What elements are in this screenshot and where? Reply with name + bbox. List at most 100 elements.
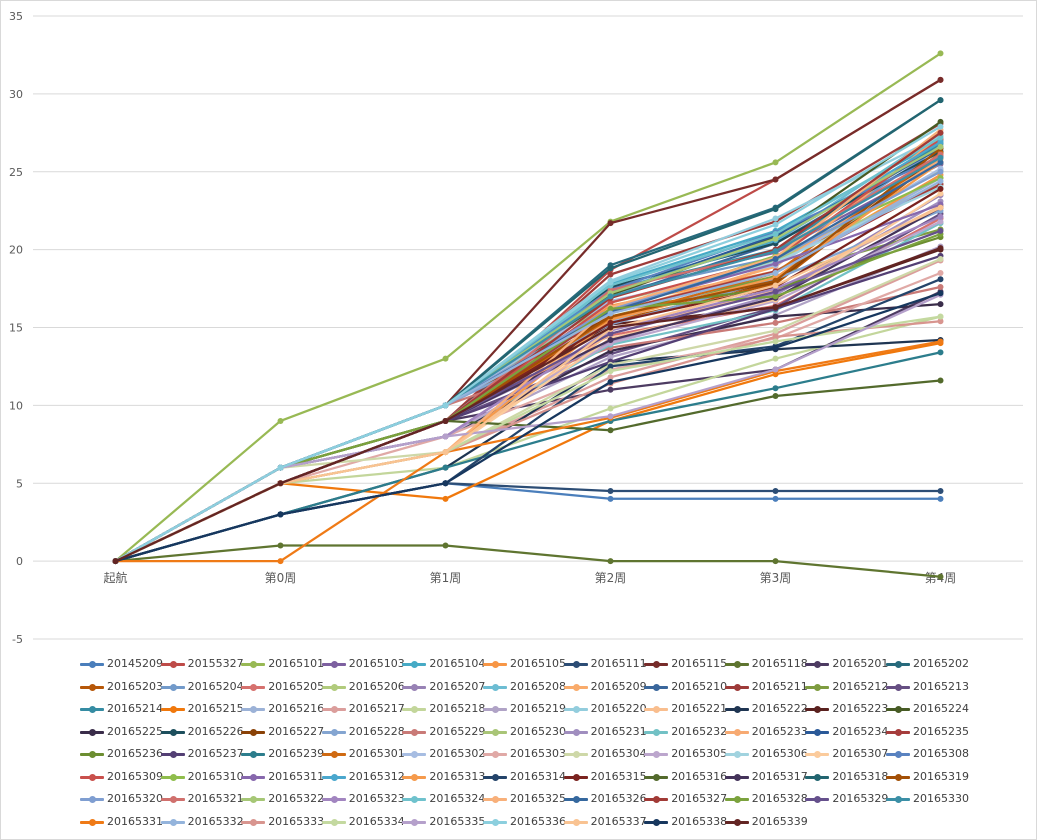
legend-swatch xyxy=(240,679,266,695)
legend-label: 20165211 xyxy=(751,679,808,693)
data-point xyxy=(607,310,614,317)
x-tick-label: 第0周 xyxy=(265,571,297,585)
legend-item: 20165208 xyxy=(482,679,566,695)
legend-label: 20165318 xyxy=(832,769,889,783)
legend-label: 20165212 xyxy=(832,679,889,693)
legend-item: 20165301 xyxy=(321,746,405,762)
legend-swatch xyxy=(563,656,589,672)
legend-item: 20165218 xyxy=(401,701,485,717)
legend-item: 20165225 xyxy=(79,724,163,740)
data-point xyxy=(772,231,779,238)
legend-label: 20165304 xyxy=(590,747,647,760)
legend-swatch xyxy=(321,769,347,785)
data-point xyxy=(772,277,779,284)
x-tick-label: 起航 xyxy=(103,570,127,585)
legend-label: 20165330 xyxy=(913,792,969,805)
series-20165318 xyxy=(112,97,944,565)
data-point xyxy=(772,206,779,213)
legend-swatch xyxy=(79,746,105,762)
legend-label: 20165220 xyxy=(590,702,647,715)
data-point xyxy=(607,324,614,331)
data-point xyxy=(937,213,944,220)
legend-item: 20165332 xyxy=(160,814,244,830)
legend-swatch xyxy=(724,791,750,807)
data-point xyxy=(937,301,944,308)
y-axis-tick-labels: -5 0 5 10 15 20 25 30 35 xyxy=(9,10,23,646)
legend-label: 20165332 xyxy=(187,814,244,828)
legend-label: 20165326 xyxy=(590,792,647,805)
data-point xyxy=(442,402,449,409)
legend-swatch xyxy=(885,701,911,717)
legend-label: 20165235 xyxy=(913,724,969,738)
legend-item: 20165205 xyxy=(240,679,324,695)
legend-item: 20165236 xyxy=(79,746,163,762)
series-line xyxy=(114,340,942,563)
legend-label: 20165337 xyxy=(590,814,647,828)
legend-swatch xyxy=(885,791,911,807)
legend-swatch xyxy=(643,701,669,717)
data-point xyxy=(937,245,944,252)
legend-item: 20165339 xyxy=(724,814,808,830)
legend-item: 20165311 xyxy=(240,769,324,785)
x-tick-label: 第2周 xyxy=(595,571,627,585)
data-point xyxy=(772,355,779,362)
legend-item: 20165111 xyxy=(563,656,647,672)
x-tick-label: 第1周 xyxy=(430,571,462,585)
data-point xyxy=(607,379,614,386)
legend-swatch xyxy=(724,814,750,830)
data-point xyxy=(442,480,449,487)
legend-swatch xyxy=(160,656,186,672)
legend-item: 20165118 xyxy=(724,656,808,672)
legend-label: 20165308 xyxy=(913,747,969,760)
data-point xyxy=(937,139,944,146)
legend-item: 20165330 xyxy=(885,791,969,807)
legend-item: 20165308 xyxy=(885,746,969,762)
legend-item: 20165220 xyxy=(563,701,647,717)
y-tick-label: 15 xyxy=(9,322,23,335)
legend-swatch xyxy=(804,746,830,762)
y-tick-label: 35 xyxy=(9,10,23,23)
legend-swatch xyxy=(240,656,266,672)
legend-label: 20165334 xyxy=(348,814,405,828)
series-line xyxy=(114,78,942,563)
legend-swatch xyxy=(160,724,186,740)
series-20165304 xyxy=(112,255,944,565)
legend-swatch xyxy=(321,679,347,695)
legend-label: 20165227 xyxy=(268,724,325,738)
legend-item: 20165234 xyxy=(804,724,888,740)
legend-item: 20165235 xyxy=(885,724,969,740)
legend-swatch xyxy=(401,701,427,717)
legend-swatch xyxy=(804,769,830,785)
legend-swatch xyxy=(804,701,830,717)
legend-label: 20165234 xyxy=(832,724,889,738)
data-point xyxy=(937,97,944,104)
data-point xyxy=(442,449,449,456)
legend-item: 20165317 xyxy=(724,769,808,785)
legend-item: 20165325 xyxy=(482,791,566,807)
legend-item: 20165214 xyxy=(79,701,163,717)
legend-label: 20165111 xyxy=(590,657,647,670)
legend-item: 20165307 xyxy=(804,746,888,762)
legend-swatch xyxy=(240,724,266,740)
legend-swatch xyxy=(643,814,669,830)
legend-item: 20165224 xyxy=(885,701,969,717)
legend-item: 20165228 xyxy=(321,724,405,740)
legend-label: 20165313 xyxy=(429,769,486,783)
legend-item: 20165315 xyxy=(563,769,647,785)
legend-swatch xyxy=(482,814,508,830)
legend-label: 20165335 xyxy=(429,814,486,828)
legend-label: 20165221 xyxy=(671,702,728,715)
legend-item: 20165210 xyxy=(643,679,727,695)
legend-label: 20165201 xyxy=(832,657,889,670)
legend-label: 20165206 xyxy=(348,679,405,693)
legend-item: 20165302 xyxy=(401,746,485,762)
data-point xyxy=(937,154,944,161)
y-tick-label: 10 xyxy=(9,399,23,412)
legend-item: 20165217 xyxy=(321,701,405,717)
legend-swatch xyxy=(321,724,347,740)
legend-swatch xyxy=(401,791,427,807)
data-point xyxy=(607,363,614,370)
legend-item: 20165314 xyxy=(482,769,566,785)
legend-label: 20165301 xyxy=(348,747,405,760)
